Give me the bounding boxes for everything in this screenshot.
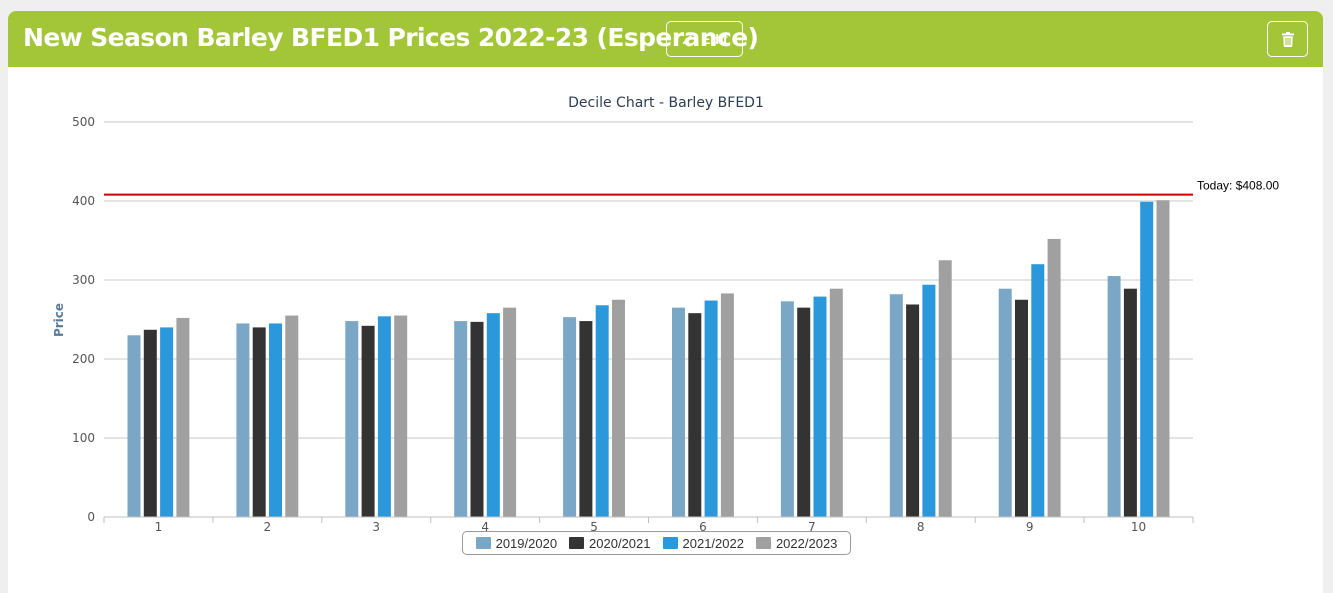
bar-2022-2023-decile-9[interactable]	[1047, 238, 1061, 518]
bar-2021-2022-decile-2[interactable]	[269, 323, 282, 517]
legend-item-2022-2023[interactable]: 2022/2023	[755, 535, 838, 551]
chart-title: Decile Chart - Barley BFED1	[568, 95, 764, 111]
x-tick-label: 8	[917, 520, 925, 534]
bar-2022-2023-decile-7[interactable]	[829, 288, 843, 517]
bar-2021-2022-decile-1[interactable]	[160, 327, 174, 517]
bar-2020-2021-decile-4[interactable]	[470, 321, 484, 517]
y-tick-label: 500	[72, 115, 95, 129]
bar-2022-2023-decile-4[interactable]	[503, 307, 517, 517]
legend-swatch	[755, 537, 771, 549]
bar-2019-2020-decile-7[interactable]	[780, 301, 794, 517]
bar-2019-2020-decile-2[interactable]	[236, 323, 250, 517]
bar-2020-2021-decile-2[interactable]	[252, 327, 266, 517]
bar-2019-2020-decile-6[interactable]	[672, 307, 685, 517]
y-tick-label: 0	[87, 510, 95, 524]
bar-2019-2020-decile-4[interactable]	[454, 321, 468, 517]
bar-2022-2023-decile-8[interactable]	[938, 260, 952, 517]
bar-2021-2022-decile-6[interactable]	[704, 300, 718, 517]
bar-2021-2022-decile-5[interactable]	[595, 305, 609, 517]
edit-button-label: Edit	[701, 31, 728, 47]
bar-2021-2022-decile-8[interactable]	[922, 284, 936, 517]
x-tick-label: 5	[590, 520, 598, 534]
bar-2021-2022-decile-7[interactable]	[813, 296, 827, 517]
bar-2022-2023-decile-5[interactable]	[612, 299, 625, 517]
bar-2019-2020-decile-10[interactable]	[1107, 276, 1121, 517]
bar-2020-2021-decile-8[interactable]	[906, 304, 920, 517]
bar-2022-2023-decile-6[interactable]	[720, 293, 734, 517]
bar-2020-2021-decile-6[interactable]	[688, 313, 702, 517]
x-tick-label: 9	[1026, 520, 1034, 534]
y-tick-label: 200	[72, 352, 95, 366]
bar-2022-2023-decile-2[interactable]	[285, 315, 299, 517]
bar-2022-2023-decile-3[interactable]	[394, 315, 408, 517]
x-tick-label: 7	[808, 520, 816, 534]
bar-2020-2021-decile-7[interactable]	[797, 307, 811, 517]
legend-swatch	[662, 537, 678, 549]
trash-icon	[1281, 31, 1294, 47]
card-header: New Season Barley BFED1 Prices 2022-23 (…	[8, 11, 1323, 67]
delete-button[interactable]	[1267, 21, 1308, 57]
edit-button[interactable]: Edit	[666, 21, 743, 57]
x-tick-label: 6	[699, 520, 707, 534]
bar-2021-2022-decile-3[interactable]	[377, 316, 391, 517]
legend-item-2020-2021[interactable]: 2020/2021	[569, 535, 651, 551]
x-tick-label: 1	[155, 520, 163, 534]
bar-2022-2023-decile-10[interactable]	[1156, 200, 1170, 517]
legend-item-2019-2020[interactable]: 2019/2020	[475, 535, 558, 551]
bar-2021-2022-decile-9[interactable]	[1031, 264, 1045, 517]
bar-2019-2020-decile-5[interactable]	[563, 317, 577, 517]
bar-2020-2021-decile-3[interactable]	[361, 325, 375, 517]
page-title: New Season Barley BFED1 Prices 2022-23 (…	[23, 23, 759, 52]
bar-2019-2020-decile-9[interactable]	[998, 288, 1012, 517]
y-axis-title: Price	[52, 303, 66, 337]
x-tick-label: 3	[372, 520, 380, 534]
bar-2020-2021-decile-10[interactable]	[1123, 288, 1137, 517]
legend-label: 2021/2022	[682, 535, 744, 551]
x-tick-label: 10	[1131, 520, 1146, 534]
bar-2022-2023-decile-1[interactable]	[176, 317, 190, 517]
today-price-label: Today: $408.00	[1197, 179, 1279, 193]
legend-swatch	[569, 537, 585, 549]
legend-label: 2020/2021	[589, 535, 651, 551]
chart-card: New Season Barley BFED1 Prices 2022-23 (…	[8, 11, 1323, 593]
x-tick-label: 4	[481, 520, 489, 534]
legend-label: 2019/2020	[495, 535, 558, 551]
y-tick-label: 100	[72, 431, 95, 445]
bar-2019-2020-decile-1[interactable]	[127, 335, 141, 517]
pencil-icon	[683, 33, 694, 44]
bar-2019-2020-decile-3[interactable]	[345, 321, 359, 517]
legend-label: 2022/2023	[775, 535, 838, 551]
x-tick-label: 2	[264, 520, 272, 534]
bar-2021-2022-decile-10[interactable]	[1140, 201, 1154, 518]
bar-2019-2020-decile-8[interactable]	[889, 294, 903, 517]
chart-legend: 2019/2020 2020/2021 2021/2022 2022/2023	[462, 531, 851, 555]
legend-swatch	[475, 537, 491, 549]
y-tick-label: 300	[72, 273, 95, 287]
legend-item-2021-2022[interactable]: 2021/2022	[662, 535, 744, 551]
bar-2020-2021-decile-5[interactable]	[579, 321, 593, 517]
bar-2020-2021-decile-1[interactable]	[143, 329, 157, 517]
bar-2020-2021-decile-9[interactable]	[1015, 299, 1028, 517]
bar-2021-2022-decile-4[interactable]	[486, 313, 500, 517]
y-tick-label: 400	[72, 194, 95, 208]
